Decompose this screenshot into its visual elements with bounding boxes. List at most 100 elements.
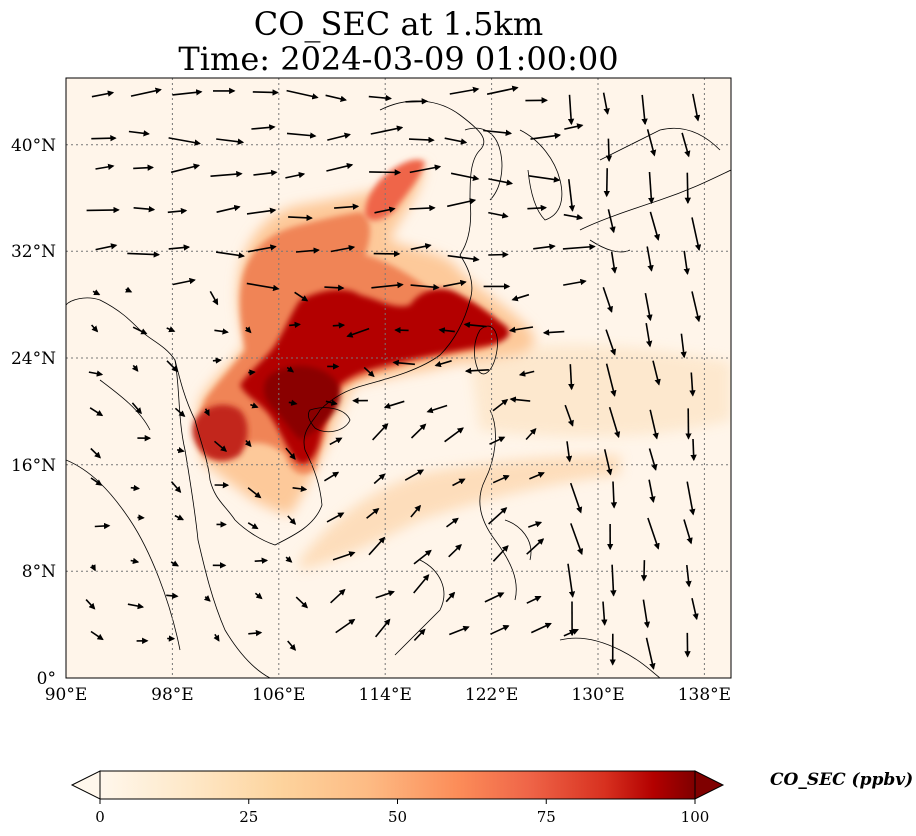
colorbar-tick-label: 100 (681, 808, 710, 826)
colorbar-tick-label: 75 (537, 808, 556, 826)
wind-arrow (244, 439, 252, 448)
wind-arrow (254, 592, 263, 600)
wind-arrow (511, 293, 530, 302)
wind-arrow (170, 560, 180, 567)
wind-arrow (640, 560, 648, 582)
wind-arrow (680, 333, 687, 359)
lon-axis: 90°E 98°E 106°E 114°E 122°E 130°E 138°E (45, 685, 731, 705)
wind-arrow (85, 599, 96, 610)
wind-arrow (685, 565, 692, 588)
wind-arrow (213, 440, 228, 452)
wind-arrow (529, 471, 545, 480)
wind-arrow (89, 564, 96, 572)
wind-arrow (295, 247, 320, 254)
wind-arrow (530, 622, 552, 634)
wind-arrow (295, 596, 309, 609)
wind-arrow (172, 89, 203, 96)
wind-arrow (484, 592, 505, 603)
wind-arrow (203, 408, 210, 417)
wind-arrow (286, 132, 317, 139)
wind-arrow (372, 423, 389, 441)
wind-arrow (447, 254, 480, 263)
wind-arrow (410, 283, 440, 291)
wind-arrow (285, 171, 306, 179)
wind-arrow (91, 135, 117, 142)
wind-arrow (95, 243, 118, 251)
wind-arrow (645, 322, 653, 348)
lat-tick-label: 40°N (11, 136, 56, 156)
wind-arrow (125, 286, 133, 293)
wind-arrow (285, 556, 293, 563)
wind-arrow (252, 89, 279, 96)
wind-arrow (247, 487, 262, 499)
lon-tick-label: 106°E (252, 685, 305, 705)
wind-arrow (289, 321, 301, 329)
lat-tick-label: 8°N (22, 562, 56, 582)
colorbar-extend-low (70, 770, 101, 800)
wind-arrow (90, 477, 103, 486)
wind-arrow (369, 169, 402, 176)
wind-arrow (174, 514, 185, 521)
map-title: CO_SEC at 1.5km (253, 5, 544, 43)
wind-arrow (683, 250, 690, 275)
wind-arrow (641, 94, 648, 126)
wind-arrow (285, 447, 296, 460)
wind-arrow (444, 427, 464, 443)
wind-arrow (683, 519, 693, 545)
wind-arrow (690, 438, 697, 462)
colorbar-extend-high (694, 770, 725, 800)
wind-arrow (133, 205, 156, 213)
wind-arrow (608, 406, 621, 439)
wind-arrow (691, 598, 699, 621)
wind-arrow (563, 213, 584, 221)
wind-arrow (686, 481, 696, 516)
wind-arrow (443, 279, 467, 288)
wind-arrow (288, 399, 298, 406)
colorbar: 0 25 50 75 100 (70, 770, 725, 826)
wind-arrow (213, 633, 220, 642)
wind-arrow (383, 400, 405, 409)
wind-arrow (326, 512, 345, 523)
wind-arrow (602, 92, 610, 115)
wind-arrow (452, 478, 466, 487)
wind-arrow (518, 370, 535, 377)
wind-arrow (490, 625, 510, 635)
wind-arrow (168, 244, 191, 251)
wind-arrow (288, 214, 313, 222)
wind-arrow (250, 402, 259, 409)
wind-arrow (563, 278, 587, 286)
wind-arrow (244, 326, 252, 334)
wind-arrow (691, 291, 701, 323)
wind-arrow (652, 360, 661, 386)
wind-arrow (130, 557, 140, 565)
wind-arrow (89, 407, 104, 417)
wind-arrow (248, 369, 256, 376)
wind-arrow (404, 469, 425, 481)
wind-arrow (373, 473, 386, 485)
wind-arrow (334, 203, 360, 210)
wind-arrow (444, 137, 468, 145)
wind-arrow (449, 625, 470, 636)
lon-tick-label: 114°E (359, 685, 412, 705)
wind-arrow (607, 209, 616, 234)
wind-arrow (131, 364, 139, 372)
wind-arrow (408, 136, 435, 144)
wind-arrow (434, 360, 452, 368)
colorbar-tick-label: 25 (239, 808, 258, 826)
wind-arrow (294, 291, 309, 302)
wind-arrow (203, 595, 211, 602)
wind-arrow (525, 428, 537, 441)
wind-arrow (603, 168, 610, 198)
map-frame (65, 77, 732, 679)
lon-tick-label: 90°E (45, 685, 88, 705)
lon-tick-label: 130°E (571, 685, 624, 705)
wind-arrow (363, 366, 375, 378)
wind-arrow (570, 523, 584, 556)
wind-arrow (492, 474, 510, 484)
wind-arrow (210, 170, 243, 178)
wind-arrow (568, 179, 576, 212)
lon-tick-label: 138°E (678, 685, 731, 705)
wind-arrow (692, 93, 701, 122)
wind-arrow (246, 282, 280, 292)
wind-arrow (286, 89, 319, 100)
